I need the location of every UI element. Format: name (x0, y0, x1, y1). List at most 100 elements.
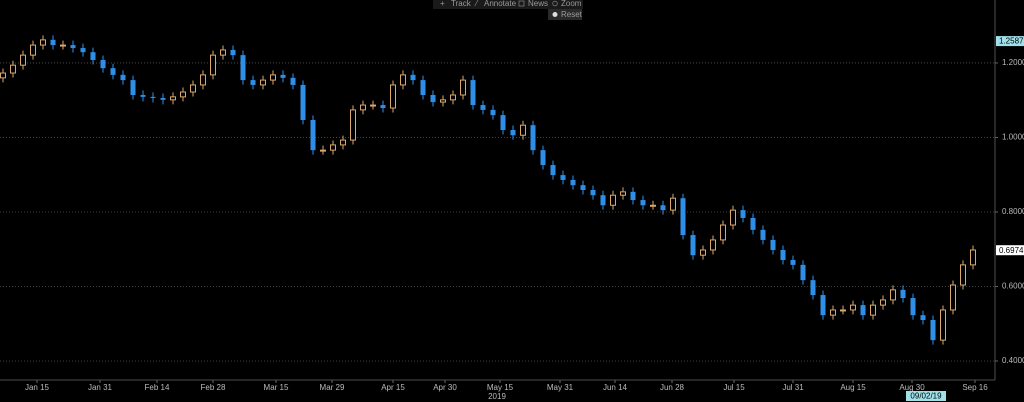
candle-body (930, 320, 936, 341)
candle-body (770, 239, 776, 250)
candle-body (210, 54, 216, 76)
x-tick-label: Jun 28 (660, 383, 685, 392)
candle-body (230, 49, 236, 56)
reset-icon (552, 12, 558, 17)
candle-body (950, 284, 956, 311)
candle-body (140, 95, 146, 97)
x-tick-label: Jan 31 (88, 383, 113, 392)
candle-body (680, 198, 686, 236)
candle-body (310, 119, 316, 151)
candle-body (250, 80, 256, 85)
candle-body (630, 191, 636, 201)
candle-body (410, 74, 416, 81)
candle-body (120, 74, 126, 81)
candle-body (830, 309, 836, 316)
toolbar-button[interactable]: News (528, 0, 548, 8)
reset-button[interactable]: Reset (561, 10, 583, 19)
candle-body (260, 79, 266, 86)
candle-body (510, 130, 516, 136)
candle-body (320, 149, 326, 152)
x-tick-label: Mar 15 (264, 383, 289, 392)
crosshair-date: 09/02/19 (906, 391, 946, 401)
candle-body (130, 80, 136, 95)
candle-body (590, 190, 596, 196)
candle-body (470, 80, 476, 106)
reset-button-bg[interactable] (548, 9, 582, 20)
y-tick-label: 1.2000 (1002, 58, 1024, 67)
candle-body (50, 39, 56, 46)
candle-body (370, 104, 376, 107)
x-tick-label: Apr 30 (433, 383, 457, 392)
price-label-bg (996, 245, 1024, 256)
candle-body (580, 185, 586, 190)
candle-body (110, 68, 116, 75)
candle-body (810, 280, 816, 296)
x-tick-label: Jun 14 (603, 383, 628, 392)
price-label-bg (996, 36, 1024, 47)
candle-body (480, 105, 486, 110)
candle-body (400, 74, 406, 86)
candle-body (520, 124, 526, 136)
candle-body (330, 144, 336, 151)
candle-body (910, 298, 916, 316)
candle-body (90, 52, 96, 60)
candle-body (730, 209, 736, 226)
candle-body (460, 79, 466, 96)
y-tick-label: 1.0000 (1002, 133, 1024, 142)
x-tick-label: Jul 31 (782, 383, 804, 392)
crosshair-date-bg (906, 391, 946, 401)
toolbar-button[interactable]: Track (451, 0, 472, 8)
candle-body (740, 210, 746, 218)
x-tick-label: May 31 (547, 383, 574, 392)
candle-body (380, 105, 386, 109)
candle-body (690, 235, 696, 256)
candle-body (610, 194, 616, 206)
candle-body (20, 54, 26, 66)
candle-body (870, 304, 876, 316)
y-tick-label: 0.8000 (1002, 207, 1024, 216)
x-tick-label: Aug 15 (840, 383, 866, 392)
candle-body (820, 295, 826, 316)
candle-body (760, 229, 766, 240)
candle-body (390, 84, 396, 109)
candle-body (200, 74, 206, 86)
candle-body (750, 217, 756, 230)
candle-body (720, 224, 726, 241)
toolbar-button[interactable]: Zoom (561, 0, 582, 8)
candle-body (960, 264, 966, 286)
candle-body (280, 74, 286, 78)
candle-body (600, 195, 606, 206)
candle-body (440, 99, 446, 103)
candle-body (30, 44, 36, 56)
candle-body (450, 94, 456, 101)
candle-body (890, 289, 896, 301)
candle-body (530, 125, 536, 151)
x-tick-label: Feb 14 (145, 383, 170, 392)
x-tick-label: Sep 16 (962, 383, 988, 392)
candle-body (700, 249, 706, 256)
news-icon (518, 0, 525, 7)
candle-body (970, 249, 976, 266)
candle-body (900, 289, 906, 299)
candle-body (150, 96, 156, 98)
zoom-icon (552, 0, 558, 7)
candle-body (780, 249, 786, 261)
candle-body (660, 205, 666, 211)
candle-body (920, 315, 926, 321)
candle-body (360, 104, 366, 111)
candle-body (170, 96, 176, 101)
candle-body (0, 72, 6, 79)
candle-body (270, 74, 276, 81)
toolbar: + Track ⁄ Annotate News Zoom Reset (433, 0, 583, 20)
toolbar-bg (433, 0, 583, 9)
candle-body (350, 109, 356, 141)
x-tick-label: Apr 15 (381, 383, 405, 392)
x-tick-label: May 15 (487, 383, 514, 392)
candle-body (500, 115, 506, 131)
candle-body (550, 165, 556, 176)
toolbar-button[interactable]: Annotate (484, 0, 517, 8)
x-tick-label: Jan 15 (25, 383, 50, 392)
